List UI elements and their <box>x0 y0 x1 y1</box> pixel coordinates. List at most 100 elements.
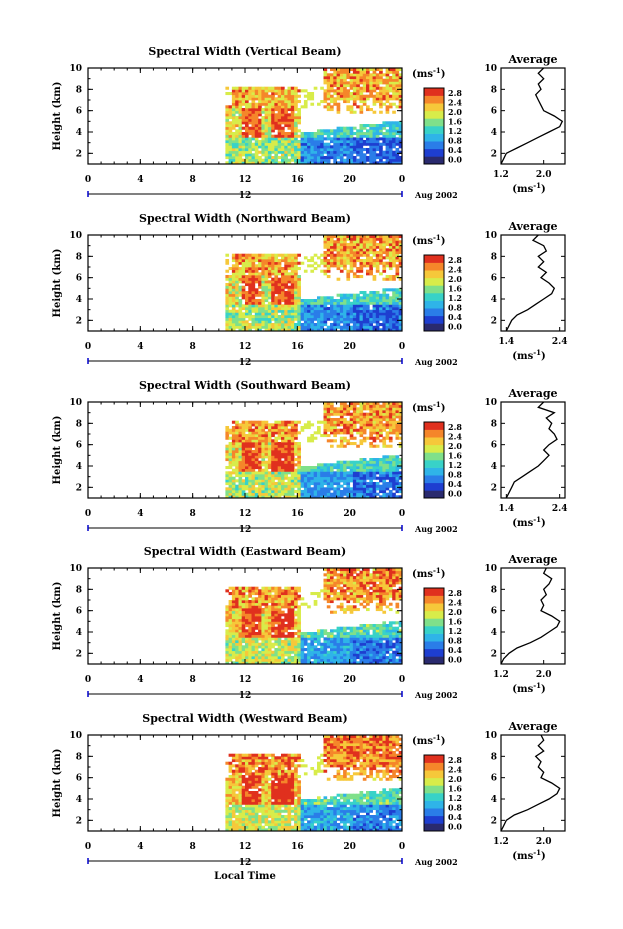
heatmap-cell <box>336 264 341 268</box>
heatmap-cell <box>251 474 256 478</box>
heatmap-cell <box>388 407 393 411</box>
heatmap-cell <box>339 328 344 332</box>
heatmap-cell <box>297 253 301 257</box>
heatmap-cell <box>379 153 383 157</box>
heatmap-cell <box>372 410 377 414</box>
heatmap-cell <box>261 634 266 638</box>
heatmap-cell <box>385 253 390 257</box>
heatmap-cell <box>277 484 282 488</box>
heatmap-cell <box>352 436 357 440</box>
heatmap-cell <box>271 301 275 305</box>
heatmap-cell <box>245 463 249 467</box>
heatmap-cell <box>245 436 249 440</box>
heatmap-cell <box>248 640 252 644</box>
heatmap-cell <box>290 110 295 114</box>
heatmap-cell <box>372 328 377 332</box>
heatmap-cell <box>330 325 334 329</box>
heatmap-cell <box>392 264 396 268</box>
heatmap-cell <box>290 434 295 438</box>
heatmap-cell <box>245 275 249 279</box>
heatmap-cell <box>362 439 367 443</box>
heatmap-cell <box>392 418 396 422</box>
heatmap-cell <box>281 423 285 427</box>
heatmap-cell <box>388 259 393 263</box>
heatmap-cell <box>228 121 233 125</box>
heatmap-cell <box>303 468 308 472</box>
heatmap-cell <box>235 291 239 295</box>
heatmap-cell <box>241 288 246 292</box>
heatmap-cell <box>372 78 377 82</box>
heatmap-cell <box>264 315 269 319</box>
heatmap-cell <box>231 447 236 451</box>
heatmap-cell <box>398 240 403 244</box>
heatmap-cell <box>398 315 403 319</box>
average-frame <box>500 234 566 332</box>
heatmap-cell <box>231 460 236 464</box>
heatmap-cell <box>258 447 262 451</box>
heatmap-cell <box>231 442 236 446</box>
heatmap-cell <box>284 436 288 440</box>
heatmap-cell <box>245 264 249 268</box>
heatmap-cell <box>251 105 256 109</box>
heatmap-cell <box>228 301 233 305</box>
heatmap-cell <box>349 150 354 154</box>
heatmap-cell <box>235 608 239 612</box>
heatmap-cell <box>294 426 298 430</box>
heatmap-cell <box>271 129 275 133</box>
heatmap-cell <box>271 476 275 480</box>
heatmap-cell <box>395 410 400 414</box>
heatmap-cell <box>388 296 393 300</box>
heatmap-cell <box>241 621 246 625</box>
heatmap-cell <box>277 460 282 464</box>
heatmap-cell <box>264 97 269 101</box>
heatmap-cell <box>245 94 249 98</box>
heatmap-cell <box>264 253 269 257</box>
heatmap-cell <box>264 431 269 435</box>
heatmap-cell <box>395 458 400 462</box>
heatmap-cell <box>359 312 364 316</box>
heatmap-cell <box>264 309 269 313</box>
heatmap-cell <box>271 150 275 154</box>
heatmap-cell <box>241 602 246 606</box>
heatmap-cell <box>277 89 282 93</box>
x-tick-label: 12 <box>239 342 252 352</box>
heatmap-cell <box>310 150 315 154</box>
heatmap-cell <box>385 89 390 93</box>
heatmap-cell <box>248 108 252 112</box>
heatmap-cell <box>251 452 256 456</box>
heatmap-cell <box>385 320 390 324</box>
heatmap-cell <box>398 487 403 491</box>
colorbar-swatch <box>424 103 444 112</box>
heatmap-cell <box>248 637 252 641</box>
heatmap-cell <box>349 490 354 494</box>
heatmap-cell <box>303 102 308 106</box>
heatmap-cell <box>241 632 246 636</box>
heatmap-cell <box>326 439 331 443</box>
heatmap-cell <box>290 261 295 265</box>
y-tick-label: 6 <box>76 274 82 284</box>
heatmap-cell <box>281 479 285 483</box>
heatmap-cell <box>264 624 269 628</box>
heatmap-cell <box>392 153 396 157</box>
heatmap-cell <box>294 129 298 133</box>
heatmap-cell <box>238 658 243 662</box>
heatmap-cell <box>274 428 279 432</box>
heatmap-cell <box>251 285 256 289</box>
heatmap-cell <box>261 283 266 287</box>
heatmap-cell <box>261 269 266 273</box>
heatmap-cell <box>241 92 246 96</box>
heatmap-cell <box>330 484 334 488</box>
heatmap-cell <box>379 479 383 483</box>
heatmap-cell <box>245 616 249 620</box>
heatmap-cell <box>228 431 233 435</box>
heatmap-cell <box>317 145 321 149</box>
heatmap-cell <box>310 468 315 472</box>
heatmap-cell <box>356 105 360 109</box>
heatmap-cell <box>379 301 383 305</box>
heatmap-cell <box>313 484 318 488</box>
heatmap-cell <box>251 436 256 440</box>
heatmap-cell <box>241 97 246 101</box>
heatmap-cell <box>271 645 275 649</box>
heatmap-cell <box>326 248 331 252</box>
heatmap-cell <box>388 81 393 85</box>
